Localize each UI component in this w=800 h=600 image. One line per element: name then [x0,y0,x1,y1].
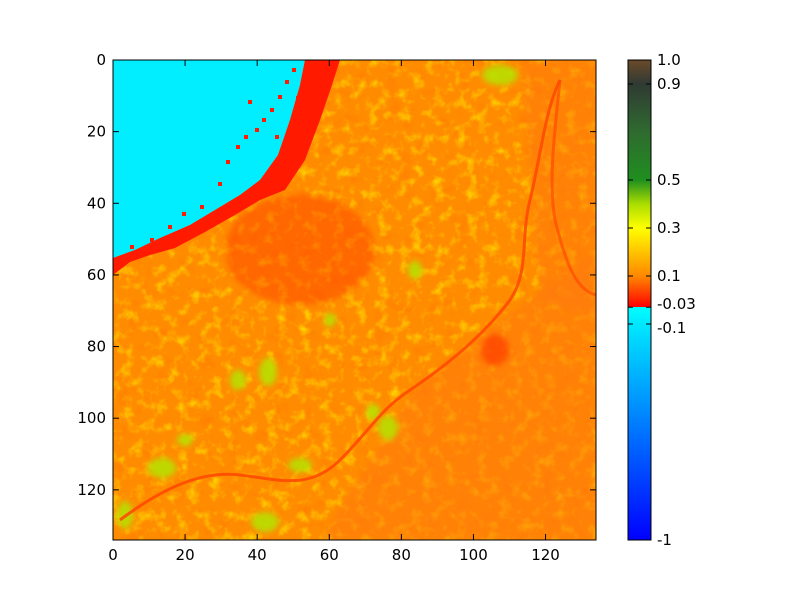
colorbar-frame [627,59,652,541]
y-tick-label: 120 [77,481,106,499]
colorbar-tick-label: -1 [657,531,672,549]
river-channel [119,79,562,522]
colorbar-ticks: 1.0 0.9 0.5 0.3 0.1 -0.03 -0.1 -1 [628,51,696,549]
colorbar-tick-label: 0.3 [657,219,681,237]
y-tick-label: 20 [87,123,106,141]
x-tick-label: 20 [176,546,195,564]
red-core-area [225,195,375,305]
vegetation-patches [117,65,518,532]
y-tick-label: 0 [96,51,106,69]
colorbar-tick-label: 0.5 [657,171,681,189]
x-axis: 0 20 40 60 80 100 120 [108,60,560,564]
colorbar-tick-label: 1.0 [657,51,681,69]
y-tick-label: 80 [87,338,106,356]
east-smooth-area [320,250,596,540]
red-spot [481,334,509,366]
shoreline-speckle [130,68,300,249]
y-axis: 0 20 40 60 80 100 120 [77,51,596,499]
x-tick-label: 100 [459,546,488,564]
colorbar-tick-label: -0.03 [657,295,696,313]
y-tick-label: 40 [87,194,106,212]
heatmap-image [113,60,596,540]
x-tick-label: 80 [392,546,411,564]
x-tick-label: 0 [108,546,118,564]
colorbar: 1.0 0.9 0.5 0.3 0.1 -0.03 -0.1 -1 [627,51,696,549]
x-tick-label: 40 [248,546,267,564]
northeast-smooth-area [520,60,596,320]
shoreline-band [113,60,340,275]
y-tick-label: 100 [77,409,106,427]
x-tick-label: 60 [320,546,339,564]
colorbar-tick-label: 0.1 [657,267,681,285]
x-tick-label: 120 [531,546,560,564]
colorbar-gradient [628,60,651,540]
plot-frame [112,59,597,541]
colorbar-tick-label: -0.1 [657,319,686,337]
river-meander [550,79,596,297]
water-body [113,60,305,258]
colorbar-tick-label: 0.9 [657,75,681,93]
y-tick-label: 60 [87,266,106,284]
